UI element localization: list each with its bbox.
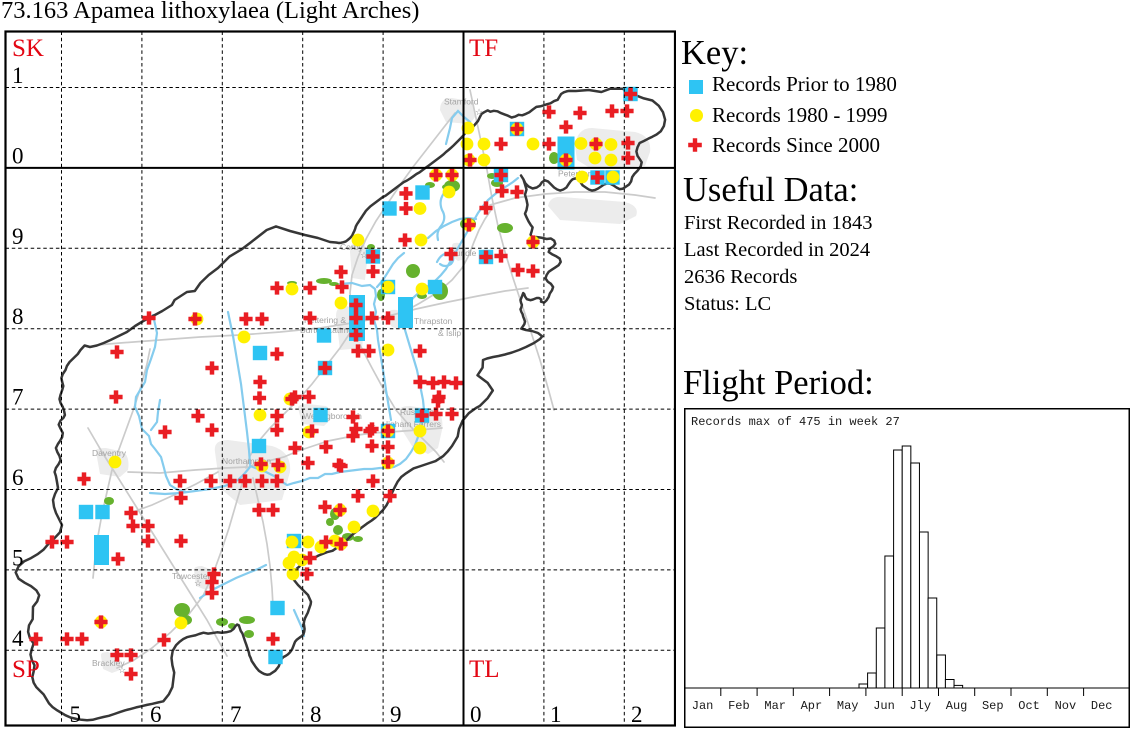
svg-text:Kettering &: Kettering &	[304, 315, 346, 325]
svg-text:Jan: Jan	[692, 699, 714, 713]
svg-text:1: 1	[550, 702, 562, 727]
svg-text:1: 1	[12, 63, 24, 88]
svg-text:SP: SP	[12, 656, 40, 683]
svg-text:Corby: Corby	[340, 242, 363, 252]
svg-text:Mar: Mar	[764, 699, 786, 713]
svg-text:SK: SK	[12, 35, 44, 62]
svg-text:Sep: Sep	[982, 699, 1004, 713]
svg-text:Jun: Jun	[873, 699, 895, 713]
svg-text:Daventry: Daventry	[92, 448, 127, 458]
svg-text:9: 9	[390, 702, 402, 727]
svg-text:7: 7	[230, 702, 242, 727]
svg-text:Stamford: Stamford	[444, 97, 479, 107]
svg-text:6: 6	[150, 702, 162, 727]
svg-text:0: 0	[470, 702, 482, 727]
svg-text:Aug: Aug	[946, 699, 968, 713]
svg-text:4: 4	[12, 626, 24, 651]
svg-text:Oct: Oct	[1018, 699, 1040, 713]
svg-text:Towcester: Towcester	[172, 571, 210, 581]
svg-text:Apr: Apr	[801, 699, 823, 713]
svg-text:Feb: Feb	[728, 699, 750, 713]
svg-text:Higham Ferrers: Higham Ferrers	[382, 419, 441, 429]
svg-text:☆: ☆	[475, 107, 483, 117]
svg-text:5: 5	[12, 545, 24, 570]
svg-text:& Islip: & Islip	[438, 328, 461, 338]
svg-text:Nov: Nov	[1055, 699, 1077, 713]
svg-text:Northampton: Northampton	[222, 456, 271, 466]
svg-text:Brackley: Brackley	[92, 658, 125, 668]
svg-text:Wellingborough: Wellingborough	[303, 411, 362, 421]
svg-text:Jly: Jly	[909, 699, 931, 713]
svg-text:8: 8	[12, 304, 24, 329]
svg-text:8: 8	[310, 702, 322, 727]
svg-text:0: 0	[12, 143, 24, 168]
svg-text:Thrapston: Thrapston	[414, 316, 453, 326]
svg-text:5: 5	[70, 702, 82, 727]
svg-text:Dec: Dec	[1091, 699, 1113, 713]
svg-text:☆: ☆	[194, 578, 202, 588]
svg-text:7: 7	[12, 385, 24, 410]
svg-text:9: 9	[12, 224, 24, 249]
svg-text:6: 6	[12, 465, 24, 490]
svg-text:May: May	[837, 699, 859, 713]
svg-text:☆: ☆	[118, 665, 126, 675]
svg-text:Records max of 475 in week 27: Records max of 475 in week 27	[691, 415, 900, 429]
svg-text:TL: TL	[469, 656, 500, 683]
svg-text:2: 2	[631, 702, 643, 727]
svg-text:☆: ☆	[360, 250, 368, 260]
svg-text:TF: TF	[469, 35, 498, 62]
